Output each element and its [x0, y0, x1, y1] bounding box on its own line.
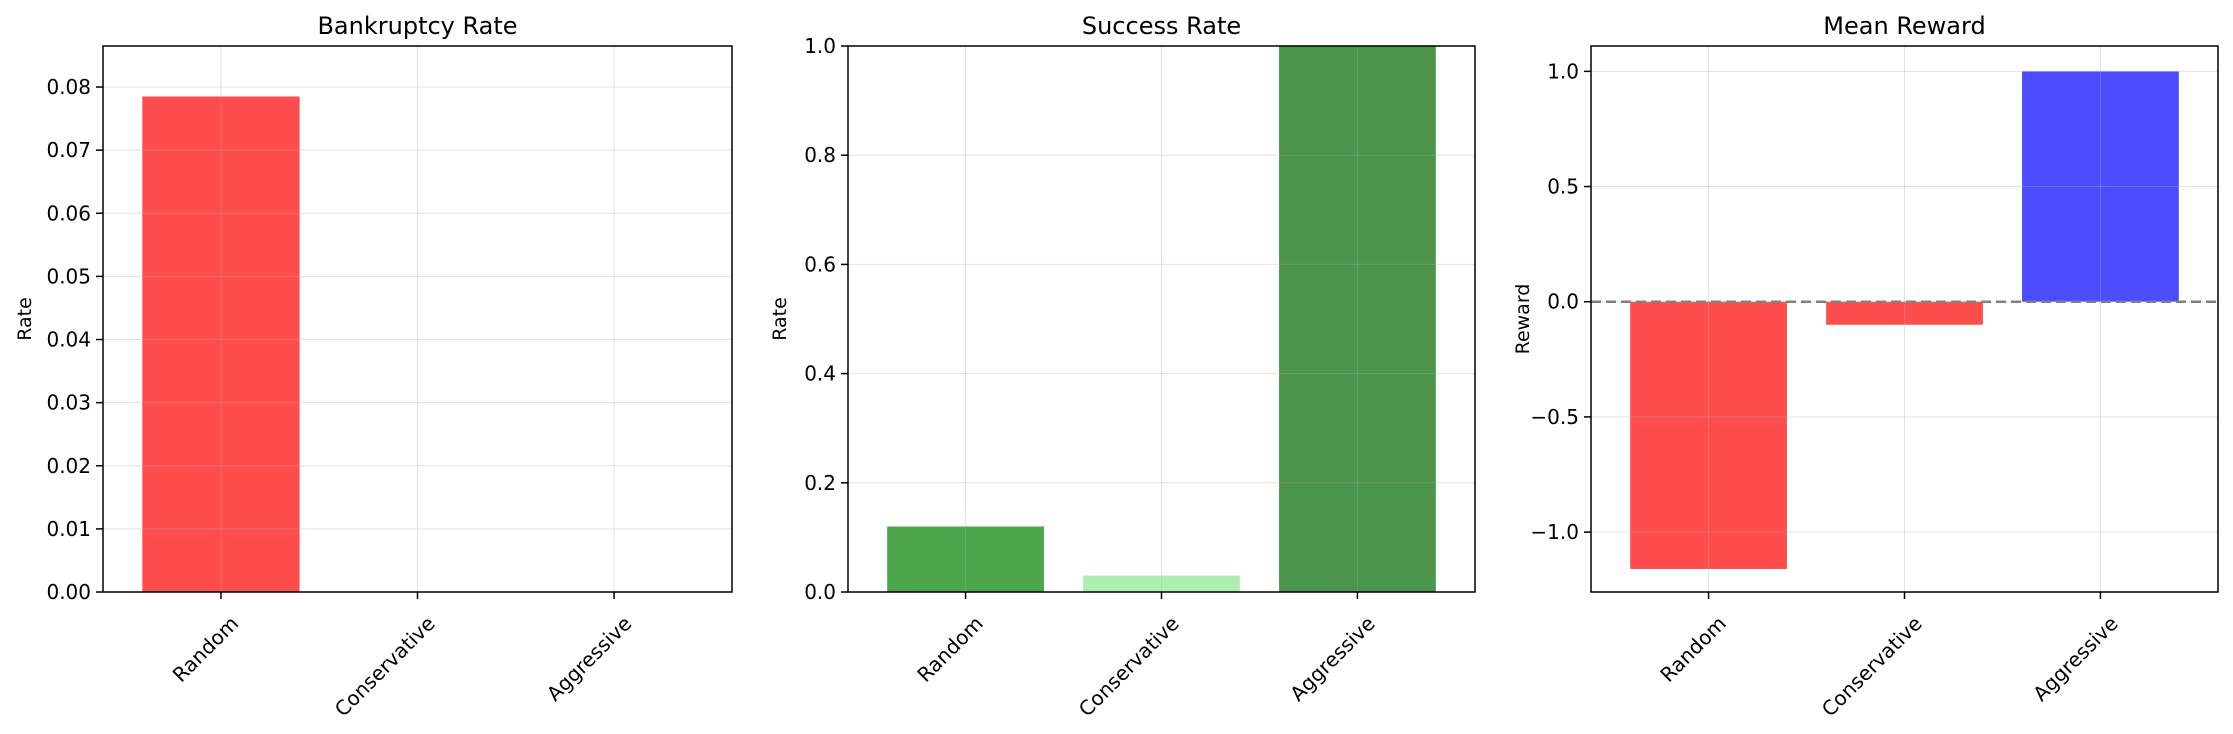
chart-title: Bankruptcy Rate	[317, 12, 517, 40]
y-tick-label: 0.6	[804, 252, 836, 276]
y-tick-label: 0.5	[1547, 175, 1579, 199]
x-tick-label-conservative: Conservative	[1817, 611, 1927, 721]
y-tick-label: 0.0	[804, 580, 836, 604]
x-tick-label-conservative: Conservative	[330, 611, 440, 721]
bar-aggressive	[2022, 71, 2179, 302]
x-tick-label-conservative: Conservative	[1074, 611, 1184, 721]
bar-random	[1630, 301, 1787, 569]
y-tick-label: 0.06	[46, 201, 91, 225]
bar-random	[887, 526, 1044, 592]
bar-conservative	[1826, 301, 1983, 325]
y-tick-label: 1.0	[804, 34, 836, 58]
y-axis-label: Rate	[14, 297, 36, 341]
chart-title: Mean Reward	[1823, 12, 1985, 40]
y-tick-label: 0.8	[804, 143, 836, 167]
y-tick-label: 0.2	[804, 471, 836, 495]
y-tick-label: 1.0	[1547, 59, 1579, 83]
x-tick-label-random: Random	[912, 611, 988, 687]
x-tick-label-aggressive: Aggressive	[542, 611, 637, 706]
x-tick-label-aggressive: Aggressive	[2028, 611, 2123, 706]
y-tick-label: 0.07	[46, 138, 91, 162]
y-tick-label: −0.5	[1530, 405, 1579, 429]
y-tick-label: 0.00	[46, 580, 91, 604]
y-tick-label: 0.01	[46, 517, 91, 541]
y-tick-label: −1.0	[1530, 520, 1579, 544]
y-tick-label: 0.0	[1547, 290, 1579, 314]
y-tick-label: 0.02	[46, 454, 91, 478]
bankruptcy-rate-chart: 0.00 0.01 0.02 0.03 0.04 0.05 0.06 0.07 0.08 Rand…	[14, 12, 733, 721]
x-tick-label-aggressive: Aggressive	[1285, 611, 1380, 706]
bar-random	[142, 96, 300, 593]
y-tick-label: 0.04	[46, 328, 91, 352]
y-axis-label: Rate	[769, 297, 791, 341]
mean-reward-chart: −1.0 −0.5 0.0 0.5 1.0 Random Conservative Aggre…	[1512, 12, 2219, 721]
x-tick-label-random: Random	[168, 611, 244, 687]
chart-title: Success Rate	[1082, 12, 1241, 40]
y-tick-label: 0.08	[46, 75, 91, 99]
x-tick-label-random: Random	[1655, 611, 1731, 687]
y-tick-label: 0.4	[804, 362, 836, 386]
success-rate-chart: 0.0 0.2 0.4 0.6 0.8 1.0 Random Conservative Aggr…	[769, 12, 1476, 721]
y-axis-label: Reward	[1512, 284, 1534, 355]
y-tick-label: 0.05	[46, 264, 91, 288]
bar-aggressive	[1279, 46, 1436, 592]
y-tick-label: 0.03	[46, 391, 91, 415]
bar-conservative	[1083, 575, 1240, 592]
